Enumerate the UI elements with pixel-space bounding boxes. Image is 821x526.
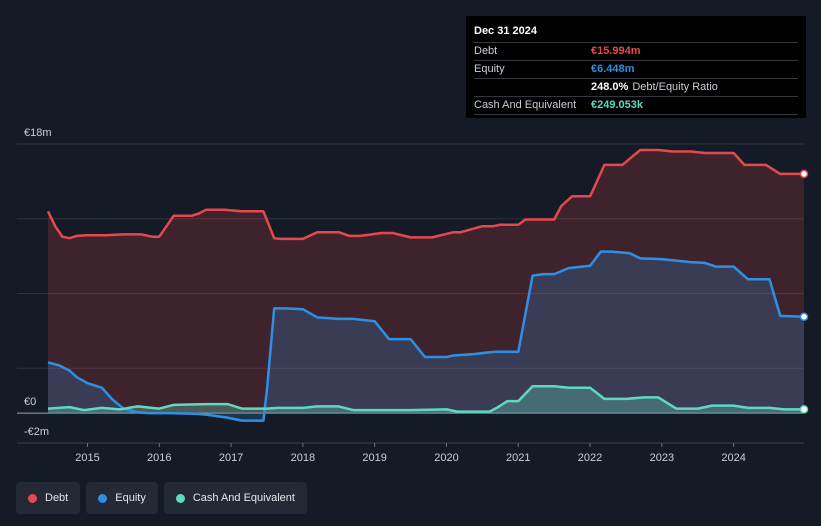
tooltip-panel: Dec 31 2024 Debt €15.994m Equity €6.448m… bbox=[466, 16, 806, 118]
equity-area bbox=[48, 251, 804, 421]
y-tick-label: -€2m bbox=[24, 426, 49, 438]
debt-dot-icon bbox=[28, 493, 37, 503]
legend-item-debt[interactable]: Debt bbox=[16, 482, 81, 514]
legend-item-cash[interactable]: Cash And Equivalent bbox=[163, 482, 307, 514]
tooltip-row-cash: Cash And Equivalent €249.053k bbox=[474, 96, 798, 115]
tooltip-debt-label: Debt bbox=[474, 45, 498, 57]
x-tick-label: 2015 bbox=[75, 452, 99, 464]
tooltip-cash-value: €249.053k bbox=[591, 99, 643, 111]
y-tick-label: €0 bbox=[24, 396, 36, 408]
series-lines bbox=[46, 148, 805, 422]
cash-and-equivalent-endpoint bbox=[799, 405, 809, 414]
debt-endpoint bbox=[799, 169, 809, 179]
x-tick-label: 2018 bbox=[291, 452, 315, 464]
legend: Debt Equity Cash And Equivalent bbox=[16, 482, 307, 514]
equity-endpoint bbox=[799, 312, 809, 321]
tooltip-ratio-value: 248.0% bbox=[591, 81, 629, 93]
series-areas bbox=[48, 150, 804, 421]
tooltip-cash-label: Cash And Equivalent bbox=[474, 99, 577, 111]
y-axis-ticks: €18m €0 -€2m bbox=[24, 127, 52, 438]
tooltip-equity-value: €6.448m bbox=[591, 63, 635, 75]
legend-label-cash: Cash And Equivalent bbox=[192, 492, 295, 504]
equity-line bbox=[47, 250, 805, 422]
tooltip-row-debt: Debt €15.994m bbox=[474, 42, 798, 60]
tooltip-date: Dec 31 2024 bbox=[474, 25, 537, 37]
tooltip-row-equity: Equity €6.448m bbox=[474, 60, 798, 78]
x-tick-label: 2019 bbox=[362, 452, 386, 464]
legend-label-equity: Equity bbox=[115, 492, 146, 504]
x-tick-label: 2024 bbox=[721, 452, 745, 464]
cash-dot-icon bbox=[175, 493, 185, 503]
x-tick-label: 2016 bbox=[147, 452, 171, 464]
y-tick-label: €18m bbox=[24, 127, 52, 139]
series-endpoints bbox=[799, 169, 809, 414]
x-tick-label: 2017 bbox=[219, 452, 243, 464]
legend-item-equity[interactable]: Equity bbox=[86, 482, 158, 514]
x-axis-ticks: 2015 2016 2017 2018 2019 2020 2021 2022 2023 2024 bbox=[75, 443, 746, 464]
equity-dot-icon bbox=[98, 493, 108, 503]
x-tick-label: 2023 bbox=[650, 452, 674, 464]
tooltip-equity-label: Equity bbox=[474, 63, 505, 75]
cash-and-equivalent-line bbox=[47, 384, 804, 413]
x-tick-label: 2021 bbox=[506, 452, 530, 464]
cash-and-equivalent-area bbox=[48, 386, 804, 414]
tooltip-debt-value: €15.994m bbox=[591, 45, 641, 57]
debt-line bbox=[46, 148, 804, 241]
x-tick-label: 2022 bbox=[578, 452, 602, 464]
tooltip-ratio-label: Debt/Equity Ratio bbox=[632, 81, 718, 93]
legend-label-debt: Debt bbox=[45, 492, 69, 504]
tooltip-row-ratio: 248.0% Debt/Equity Ratio bbox=[474, 78, 798, 96]
debt-area bbox=[48, 150, 804, 414]
x-tick-label: 2020 bbox=[434, 452, 458, 464]
